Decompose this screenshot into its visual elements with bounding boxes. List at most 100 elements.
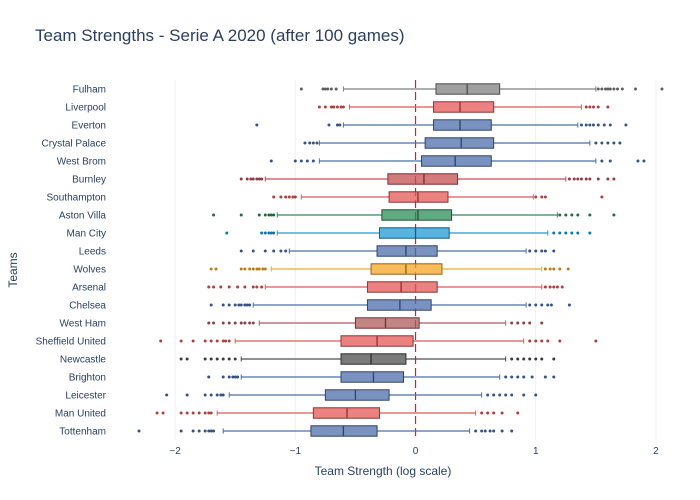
outlier-point xyxy=(534,303,538,307)
outlier-point xyxy=(528,321,532,325)
outlier-point xyxy=(339,105,343,109)
y-category-label: Brighton xyxy=(69,373,106,384)
outlier-point xyxy=(287,195,291,199)
outlier-point xyxy=(243,285,247,289)
outlier-point xyxy=(161,411,165,415)
outlier-point xyxy=(624,123,628,127)
box xyxy=(354,317,420,329)
outlier-point xyxy=(233,375,237,379)
outlier-point xyxy=(540,195,544,199)
x-tick-label: 2 xyxy=(653,446,659,457)
box-plot xyxy=(159,335,598,347)
outlier-point xyxy=(267,231,271,235)
outlier-point xyxy=(596,105,600,109)
outlier-point xyxy=(212,429,216,433)
y-category-label: Leicester xyxy=(65,391,106,402)
outlier-point xyxy=(546,303,550,307)
outlier-point xyxy=(305,159,309,163)
outlier-point xyxy=(179,411,183,415)
outlier-point xyxy=(155,411,159,415)
outlier-point xyxy=(558,213,562,217)
outlier-point xyxy=(570,213,574,217)
outlier-point xyxy=(492,429,496,433)
outlier-point xyxy=(257,213,261,217)
y-category-label: Leeds xyxy=(79,247,106,258)
box-plot xyxy=(299,83,664,95)
outlier-point xyxy=(279,249,283,253)
outlier-point xyxy=(500,429,504,433)
outlier-point xyxy=(594,339,598,343)
outlier-point xyxy=(227,339,231,343)
outlier-point xyxy=(260,177,264,181)
outlier-point xyxy=(212,321,216,325)
outlier-point xyxy=(236,375,240,379)
outlier-point xyxy=(576,213,580,217)
outlier-point xyxy=(588,213,592,217)
x-tick-label: 1 xyxy=(533,446,539,457)
outlier-point xyxy=(540,339,544,343)
outlier-point xyxy=(245,177,249,181)
y-category-label: Tottenham xyxy=(59,427,106,438)
outlier-point xyxy=(261,267,265,271)
outlier-point xyxy=(315,141,319,145)
y-category-label: Southampton xyxy=(47,193,107,204)
outlier-point xyxy=(591,105,595,109)
outlier-point xyxy=(323,87,327,91)
outlier-point xyxy=(588,231,592,235)
outlier-point xyxy=(341,105,345,109)
outlier-point xyxy=(530,375,534,379)
outlier-point xyxy=(602,123,606,127)
outlier-point xyxy=(243,321,247,325)
outlier-point xyxy=(534,339,538,343)
outlier-point xyxy=(474,429,478,433)
box-plot xyxy=(207,371,556,383)
outlier-point xyxy=(606,141,610,145)
outlier-point xyxy=(327,123,331,127)
box-plot xyxy=(155,407,520,419)
outlier-point xyxy=(335,123,339,127)
outlier-point xyxy=(540,249,544,253)
outlier-point xyxy=(269,213,273,217)
outlier-point xyxy=(291,195,295,199)
y-category-label: Arsenal xyxy=(72,283,106,294)
outlier-point xyxy=(596,87,600,91)
outlier-point xyxy=(251,285,255,289)
y-category-label: Chelsea xyxy=(69,301,106,312)
y-category-label: Sheffield United xyxy=(36,337,106,348)
outlier-point xyxy=(516,375,520,379)
box xyxy=(340,353,407,365)
outlier-point xyxy=(510,321,514,325)
box-plot xyxy=(255,119,628,131)
outlier-point xyxy=(504,393,508,397)
outlier-point xyxy=(263,213,267,217)
outlier-point xyxy=(603,87,607,91)
outlier-point xyxy=(311,141,315,145)
y-category-label: West Ham xyxy=(60,319,107,330)
outlier-point xyxy=(552,357,556,361)
box xyxy=(366,281,438,293)
outlier-point xyxy=(528,303,532,307)
outlier-point xyxy=(209,393,213,397)
outlier-point xyxy=(197,429,201,433)
outlier-point xyxy=(219,285,223,289)
box-plot xyxy=(225,227,592,239)
outlier-point xyxy=(600,87,604,91)
outlier-point xyxy=(215,357,219,361)
outlier-point xyxy=(279,195,283,199)
outlier-point xyxy=(255,177,259,181)
outlier-point xyxy=(236,285,240,289)
outlier-point xyxy=(221,357,225,361)
outlier-point xyxy=(233,303,237,307)
outlier-point xyxy=(591,123,595,127)
outlier-point xyxy=(534,249,538,253)
outlier-point xyxy=(579,177,583,181)
outlier-point xyxy=(540,303,544,307)
outlier-point xyxy=(207,429,211,433)
outlier-point xyxy=(299,87,303,91)
outlier-point xyxy=(207,375,211,379)
box-plot xyxy=(303,137,622,149)
outlier-point xyxy=(209,339,213,343)
outlier-point xyxy=(510,429,514,433)
outlier-point xyxy=(594,141,598,145)
